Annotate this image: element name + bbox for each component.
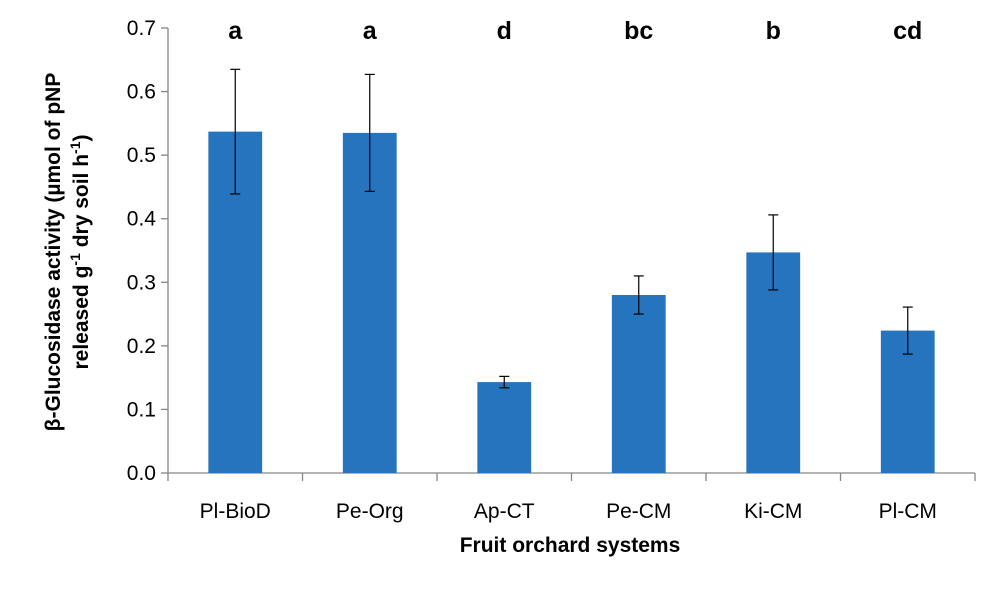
significance-label: a xyxy=(363,17,378,45)
x-axis-title: Fruit orchard systems xyxy=(460,534,681,557)
category-label: Ap-CT xyxy=(474,500,535,523)
x-axis xyxy=(167,472,976,481)
y-axis-title-line2: released g-1 dry soil h-1) xyxy=(67,135,93,370)
significance-label: d xyxy=(497,17,512,45)
category-label: Pe-CM xyxy=(606,500,671,523)
category-label: Pe-Org xyxy=(336,500,404,523)
y-tick-label: 0.3 xyxy=(127,271,156,294)
y-tick-label: 0.4 xyxy=(127,208,157,231)
y-tick-label: 0.7 xyxy=(127,17,156,40)
y-axis-title: β-Glucosidase activity (µmol of pNP rele… xyxy=(42,73,93,432)
y-tick-label: 0.5 xyxy=(127,144,156,167)
category-label: Pl-BioD xyxy=(200,500,271,523)
bars xyxy=(208,131,935,473)
category-label: Pl-CM xyxy=(879,500,937,523)
y-tick-label: 0.2 xyxy=(127,335,156,358)
bar xyxy=(477,382,532,473)
bar xyxy=(611,295,666,473)
y-axis-title-line1: β-Glucosidase activity (µmol of pNP xyxy=(42,73,65,432)
significance-label: b xyxy=(766,17,781,45)
category-labels: Pl-BioD Pe-Org Ap-CT Pe-CM Ki-CM Pl-CM xyxy=(200,500,937,523)
significance-label: bc xyxy=(624,17,653,45)
error-bars xyxy=(230,68,913,389)
y-tick-label: 0.1 xyxy=(127,398,156,421)
y-tick-label: 0.6 xyxy=(127,81,156,104)
category-label: Ki-CM xyxy=(744,500,802,523)
significance-labels: a a d bc b cd xyxy=(228,17,922,45)
y-axis: 0.0 0.1 0.2 0.3 0.4 0.5 0.6 0.7 xyxy=(127,17,169,485)
y-tick-label: 0.0 xyxy=(127,462,156,485)
significance-label: a xyxy=(228,17,243,45)
significance-label: cd xyxy=(893,17,922,45)
